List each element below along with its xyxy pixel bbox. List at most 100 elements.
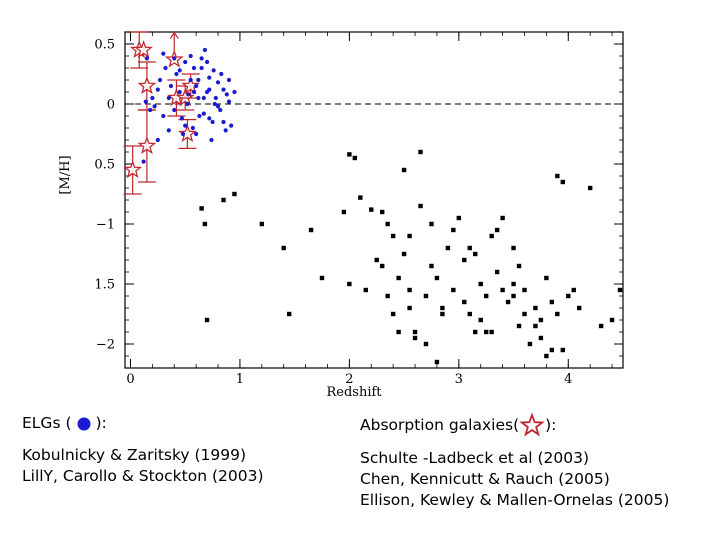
dla-point [483,329,489,335]
y-tick-label: 0.5 [94,38,115,53]
elg-point [152,104,157,109]
dla-point [494,227,500,233]
x-tick-label: 3 [455,372,463,387]
x-tick-label: 2 [345,372,353,387]
elg-point [211,68,216,73]
dla-point [407,305,412,311]
dla-point [390,311,396,317]
scatter-plot: 0 1 2 3 4 0.5 0 0.5 −1 1.5 −2 Redshift [M/H] [58,31,624,400]
dla-point [429,221,434,227]
elg-point [215,104,221,109]
elg-point [155,137,160,143]
dla-point [369,207,374,212]
dla-point [516,263,522,269]
absorption-legend-label: Absorption galaxies( [360,415,520,434]
elg-point [161,113,166,119]
elg-points-layer [141,47,237,164]
elg-point [201,111,206,116]
absorption-reference: Chen, Kennicutt & Rauch (2005) [360,470,610,488]
elg-point [196,77,201,83]
elg-point [221,87,226,92]
elg-point [207,75,212,80]
dla-point [434,275,440,281]
elg-point [177,68,182,73]
dla-point [232,191,237,197]
elg-point [174,71,179,77]
elg-point [172,107,177,113]
dla-point [467,245,472,251]
dla-point [505,299,511,305]
elg-point [221,119,226,125]
elg-point [188,53,193,59]
y-tick-label: 1.5 [94,278,115,293]
dla-point [478,317,483,323]
elg-point [201,95,206,101]
elg-point [180,131,186,137]
elg-point [155,87,160,92]
elg-references: Kobulnicky & Zaritsky (1999) LillY, Caro… [22,445,264,487]
dla-point [347,281,352,287]
dla-point [544,275,549,281]
dla-point [549,299,555,305]
dla-point [538,317,544,323]
elg-point [232,89,237,95]
absorption-point [134,40,153,58]
x-tick-label: 4 [564,372,572,387]
absorption-point [178,124,197,142]
dla-point [259,221,265,227]
x-tick-label: 0 [126,372,134,387]
dla-point [598,323,604,329]
dla-point [199,206,204,211]
absorption-reference: Schulte -Ladbeck et al (2003) [360,449,590,467]
dla-point [549,347,555,353]
elg-point [143,99,148,104]
dla-point [473,251,478,257]
elg-legend-close: ): [95,414,107,432]
elg-point [168,83,174,89]
red-star-icon [519,413,545,437]
elg-point [197,113,202,119]
elg-point [157,77,163,83]
dla-point [412,329,418,335]
dla-point [407,287,412,293]
y-tick-label: −2 [96,338,115,353]
dla-point [418,149,423,155]
dla-point [489,329,494,335]
dla-points-layer [199,149,623,365]
dla-point [522,287,527,293]
elg-point [223,128,228,133]
dla-point [390,233,396,239]
dla-point [533,305,538,311]
absorption-legend-close: ): [545,415,557,434]
dla-point [385,221,390,227]
elg-point [204,59,210,65]
elg-point [226,99,232,104]
dla-point [494,269,500,275]
elg-point [218,107,223,113]
dla-point [401,251,407,257]
y-axis-label: [M/H] [58,155,73,194]
x-axis-label: Redshift [326,385,382,400]
dla-point [617,287,623,293]
elg-legend-label: ELGs ( [22,414,72,432]
tick-labels-layer: 0 1 2 3 4 0.5 0 0.5 −1 1.5 −2 [94,38,572,388]
dla-point [577,305,582,311]
dla-point [423,293,429,299]
elg-reference: Kobulnicky & Zaritsky (1999) [22,446,247,464]
y-tick-label: 0 [107,98,115,113]
dla-point [527,341,533,347]
dla-point [429,263,434,269]
dla-point [473,329,478,335]
elg-point [163,65,168,71]
elg-point [188,77,193,83]
dla-point [516,323,522,329]
elg-point [166,95,171,101]
dla-point [363,287,368,293]
elg-point [166,128,171,133]
elg-point [144,56,149,61]
dla-point [412,335,418,341]
absorption-point [181,76,201,94]
dla-point [500,215,505,221]
dla-point [467,311,472,317]
elg-point [196,95,201,101]
